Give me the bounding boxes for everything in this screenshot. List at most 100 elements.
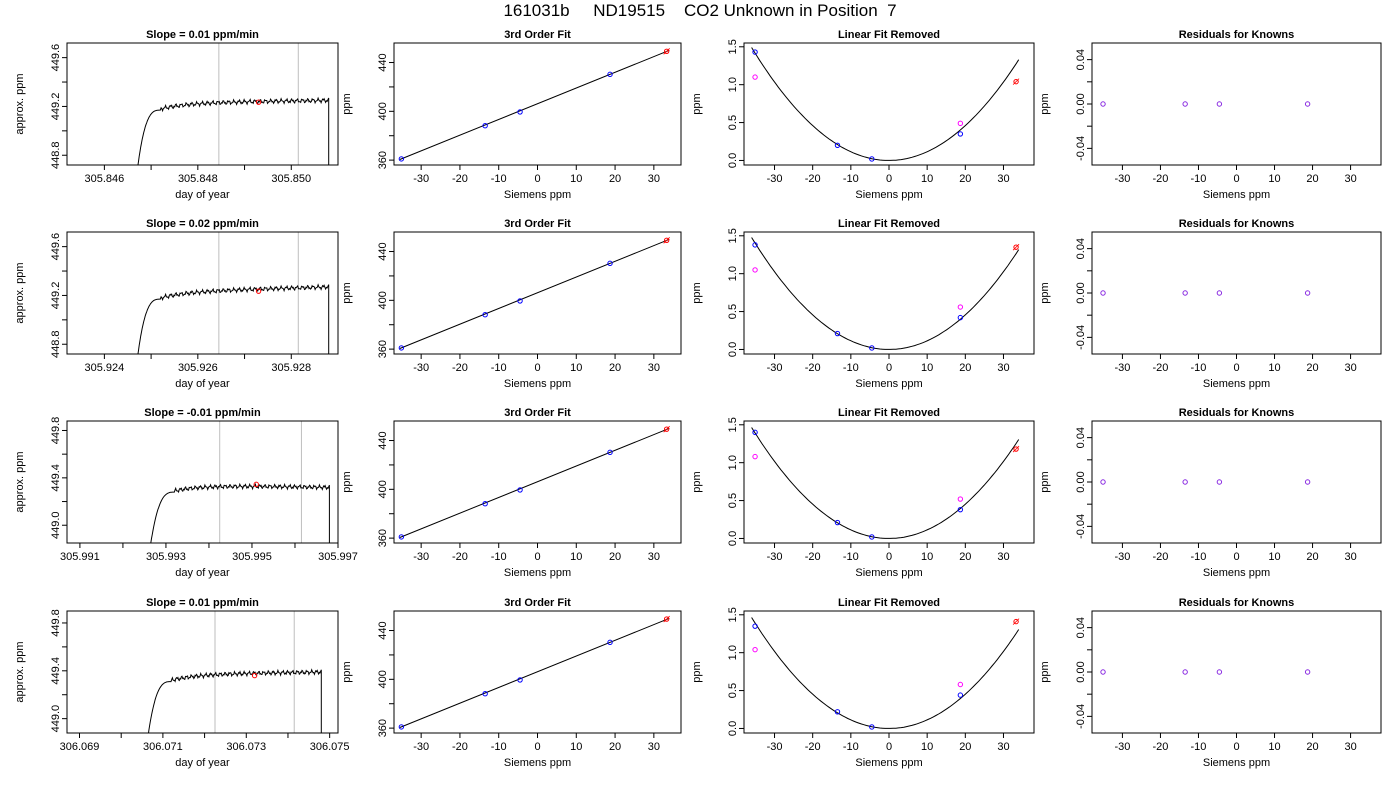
x-tick-label: 20 [1306, 173, 1318, 185]
y-tick-label: 449.0 [50, 705, 62, 733]
panel-r4-c3: Linear Fit Removed -30 -20 -10 0 10 20 30 0.0 0.5… [691, 597, 1035, 769]
plot-area [1100, 101, 1311, 107]
fit-line [399, 427, 670, 538]
known-point [398, 534, 405, 540]
known-point [607, 639, 613, 646]
panel-r2-c4: Residuals for Knowns -30 -20 -10 0 10 20 30 -0.0… [1039, 218, 1382, 390]
y-tick-label: 449.4 [50, 657, 62, 685]
x-tick-label: -10 [491, 551, 507, 563]
known-point [752, 49, 758, 55]
x-tick-label: 306.075 [310, 741, 350, 753]
x-tick-label: 20 [1306, 741, 1318, 753]
residual-point [1100, 290, 1106, 296]
x-tick-label: 20 [609, 551, 621, 563]
x-tick-label: 10 [921, 551, 933, 563]
plot-area [398, 425, 670, 540]
x-tick-label: 305.846 [84, 173, 124, 185]
x-tick-label: -30 [767, 362, 783, 374]
y-tick-label: 1.0 [727, 266, 739, 281]
x-tick-label: -20 [1152, 551, 1168, 563]
unknown-point-cross [663, 237, 670, 244]
x-tick-label: 0 [886, 362, 892, 374]
known-point [957, 131, 964, 137]
x-tick-label: 0 [1233, 173, 1239, 185]
residual-point [1216, 101, 1223, 107]
x-tick-label: 30 [648, 362, 660, 374]
y-axis-label: ppm [341, 282, 353, 303]
x-tick-label: 20 [959, 741, 971, 753]
panel-title: 3rd Order Fit [504, 597, 571, 609]
x-tick-label: -10 [843, 362, 859, 374]
x-tick-label: -30 [1114, 362, 1130, 374]
plot-frame [1091, 231, 1382, 355]
y-tick-label: 360 [377, 529, 389, 547]
panel-title: Linear Fit Removed [838, 218, 940, 230]
panel-r3-c2: 3rd Order Fit -30 -20 -10 0 10 20 30 360 400 440 Si… [341, 407, 682, 579]
x-tick-label: 20 [959, 362, 971, 374]
x-tick-label: -20 [805, 741, 821, 753]
y-tick-label: 440 [377, 621, 389, 639]
x-tick-label: -30 [767, 551, 783, 563]
y-tick-label: -0.04 [1075, 325, 1087, 350]
figure-title: 161031b ND19515 CO2 Unknown in Position … [503, 1, 897, 20]
x-tick-label: 30 [648, 741, 660, 753]
x-tick-label: 305.928 [271, 362, 311, 374]
known-point [607, 449, 613, 456]
y-tick-label: 400 [377, 480, 389, 498]
x-tick-label: 0 [534, 741, 540, 753]
y-tick-label: 0.0 [727, 531, 739, 546]
y-axis-label: ppm [341, 471, 353, 492]
x-axis-label: Siemens ppm [504, 567, 571, 579]
known-point [482, 501, 488, 507]
plot-area [137, 232, 330, 354]
known-point [517, 677, 523, 683]
x-tick-label: 20 [959, 551, 971, 563]
residual-point [1182, 101, 1188, 107]
plot-frame [66, 610, 339, 734]
plot-frame [743, 42, 1035, 166]
x-tick-label: 30 [997, 362, 1009, 374]
panel-r1-c1: Slope = 0.01 ppm/min 305.846 305.848 305.85… [14, 29, 339, 201]
y-tick-label: 449.4 [50, 464, 62, 492]
residual-point [1304, 479, 1311, 485]
x-tick-label: 0 [886, 551, 892, 563]
fit-line [399, 49, 670, 160]
concentration-trace [137, 96, 330, 165]
plot-area [1100, 290, 1311, 296]
panel-title: Slope = -0.01 ppm/min [144, 407, 261, 419]
x-tick-label: 20 [1306, 362, 1318, 374]
x-tick-label: -20 [805, 551, 821, 563]
plot-frame [393, 610, 682, 734]
y-tick-label: 1.0 [727, 77, 739, 92]
x-tick-label: 10 [1268, 551, 1280, 563]
x-tick-label: 30 [1344, 551, 1356, 563]
x-axis-label: Siemens ppm [855, 757, 922, 769]
x-tick-label: 30 [997, 173, 1009, 185]
panel-title: Slope = 0.01 ppm/min [146, 29, 259, 41]
x-tick-label: -30 [767, 741, 783, 753]
x-tick-label: 305.848 [178, 173, 218, 185]
x-tick-label: -10 [1191, 741, 1207, 753]
y-axis-label: ppm [1039, 93, 1051, 114]
y-tick-label: 449.8 [50, 417, 62, 445]
panel-r4-c1: Slope = 0.01 ppm/min 306.069 306.071 306.07… [14, 597, 350, 769]
x-tick-label: -10 [1191, 362, 1207, 374]
x-tick-label: -10 [1191, 173, 1207, 185]
y-tick-label: 0.04 [1075, 427, 1087, 448]
y-tick-label: 449.2 [50, 282, 62, 310]
y-tick-label: 449.8 [50, 609, 62, 637]
x-tick-label: 0 [534, 173, 540, 185]
x-tick-label: -20 [1152, 741, 1168, 753]
unknown-point [663, 426, 670, 432]
x-tick-label: -20 [452, 173, 468, 185]
y-tick-label: 448.8 [50, 330, 62, 358]
plot-frame [66, 42, 339, 166]
panel-title: Linear Fit Removed [838, 29, 940, 41]
y-axis-label: approx. ppm [14, 641, 26, 702]
residual-point [1100, 479, 1106, 485]
x-tick-label: 305.991 [60, 551, 100, 563]
x-axis-label: Siemens ppm [1203, 757, 1270, 769]
panel-title: 3rd Order Fit [504, 29, 571, 41]
unknown-point [1013, 446, 1019, 452]
fit-curve [751, 427, 1020, 539]
